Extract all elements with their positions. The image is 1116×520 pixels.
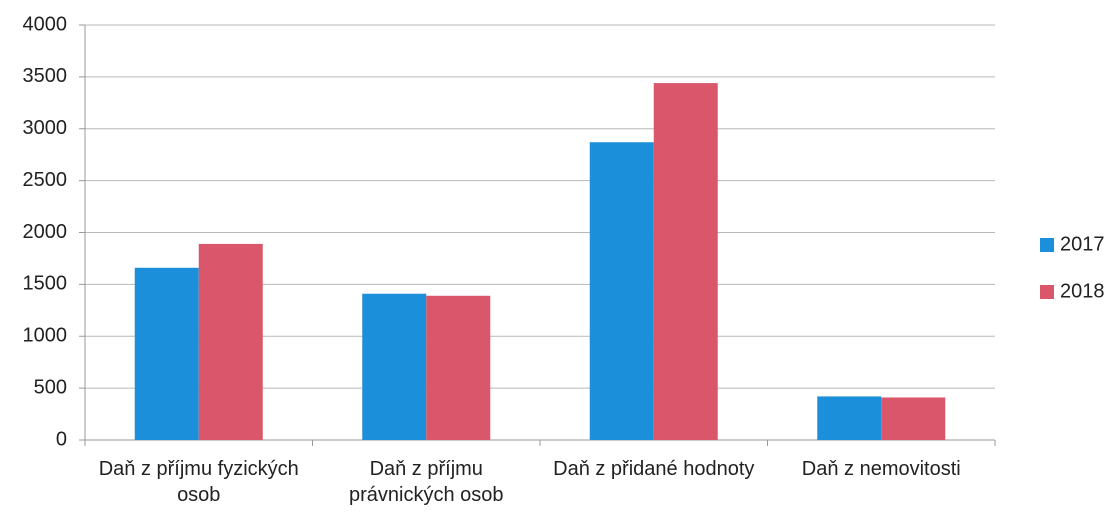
y-tick-label: 1500 <box>23 273 68 295</box>
x-tick-label: Daň z přidané hodnoty <box>553 458 755 480</box>
legend-label: 2017 <box>1060 233 1105 255</box>
y-tick-label: 3000 <box>23 117 68 139</box>
y-tick-label: 1000 <box>23 325 68 347</box>
bar <box>653 83 718 440</box>
x-tick-label: Daň z příjmu fyzických osob <box>98 458 299 506</box>
x-tick-label: Daň z příjmu právnických osob <box>348 458 504 506</box>
y-tick-label: 500 <box>34 376 67 398</box>
legend-swatch <box>1040 238 1054 252</box>
bar <box>881 397 946 440</box>
y-tick-label: 0 <box>56 428 67 450</box>
y-tick-label: 2500 <box>23 169 68 191</box>
y-tick-label: 4000 <box>23 13 68 35</box>
y-tick-label: 2000 <box>23 221 68 243</box>
y-tick-label: 3500 <box>23 65 68 87</box>
bar <box>134 267 199 440</box>
bar <box>198 243 263 440</box>
legend-label: 2018 <box>1060 280 1105 302</box>
bar <box>817 396 882 440</box>
x-tick-label: Daň z nemovitosti <box>801 458 961 480</box>
bar <box>362 293 427 440</box>
bar <box>589 142 654 441</box>
legend-swatch <box>1040 285 1054 299</box>
bar <box>426 295 491 440</box>
